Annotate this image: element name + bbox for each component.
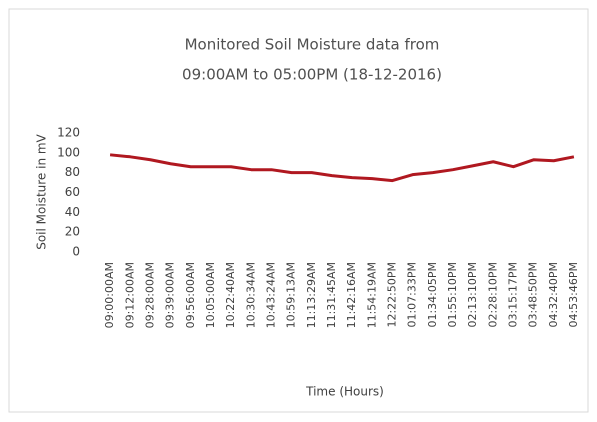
x-tick-label: 03:48:50PM	[527, 262, 540, 328]
y-tick-label: 80	[65, 165, 80, 179]
y-tick-label: 20	[65, 225, 80, 239]
x-tick-label: 01:55:10PM	[446, 262, 459, 328]
x-tick-label: 11:13:29AM	[305, 262, 318, 328]
x-tick-label: 11:54:19AM	[365, 262, 378, 328]
x-tick-label: 01:34:05PM	[426, 262, 439, 328]
x-tick-label: 09:39:00AM	[164, 262, 177, 328]
x-tick-label: 10:30:34AM	[244, 262, 257, 328]
x-tick-label: 09:56:00AM	[184, 262, 197, 328]
y-tick-label: 120	[57, 126, 80, 140]
y-tick-label: 40	[65, 205, 80, 219]
x-tick-label: 04:53:46PM	[567, 262, 580, 328]
x-tick-label: 10:43:24AM	[264, 262, 277, 328]
chart-title: 09:00AM to 05:00PM (18-12-2016)	[182, 66, 442, 84]
chart-title: Monitored Soil Moisture data from	[185, 36, 440, 54]
x-tick-label: 04:32:40PM	[547, 262, 560, 328]
x-tick-label: 09:00:00AM	[103, 262, 116, 328]
x-tick-label: 02:13:10PM	[466, 262, 479, 328]
y-tick-label: 0	[72, 245, 80, 259]
x-tick-label: 03:15:17PM	[506, 262, 519, 328]
x-tick-label: 09:12:00AM	[123, 262, 136, 328]
y-axis-label: Soil Moisture in mV	[35, 133, 49, 249]
x-axis-label: Time (Hours)	[305, 385, 384, 399]
line-series	[109, 153, 575, 183]
y-tick-label: 60	[65, 185, 80, 199]
chart-frame	[8, 8, 589, 413]
x-tick-label: 11:42:16AM	[345, 262, 358, 328]
x-tick-label: 10:59:13AM	[285, 262, 298, 328]
x-tick-label: 10:05:00AM	[204, 262, 217, 328]
x-tick-label: 02:28:10PM	[486, 262, 499, 328]
x-tick-label: 01:07:33PM	[406, 262, 419, 328]
x-tick-label: 10:22:40AM	[224, 262, 237, 328]
x-tick-label: 11:31:45AM	[325, 262, 338, 328]
x-tick-label: 12:22:50PM	[385, 262, 398, 328]
y-tick-label: 100	[57, 145, 80, 159]
x-tick-label: 09:28:00AM	[143, 262, 156, 328]
